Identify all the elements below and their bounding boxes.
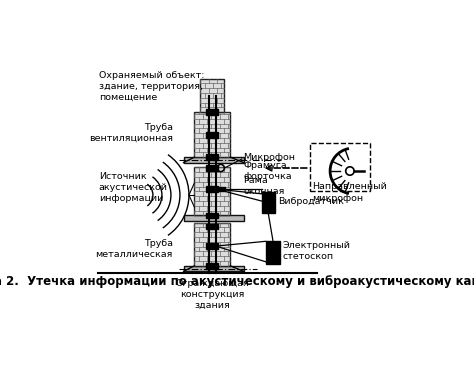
Text: Вибродатчик: Вибродатчик [278,196,344,206]
Text: Охраняемый объект:
здание, территория,
помещение: Охраняемый объект: здание, территория, п… [99,71,204,102]
Bar [206,132,219,138]
Text: Труба
вентиляционная: Труба вентиляционная [89,123,173,143]
Bar [201,79,224,112]
Bar [310,143,370,191]
Bar [194,223,230,266]
Text: Рама
оконная: Рама оконная [244,176,285,196]
Bar [206,165,219,171]
Bar [206,243,219,249]
Bar [206,154,219,160]
Bar [194,112,230,157]
Bar [183,157,244,163]
Text: Направленный
микрофон: Направленный микрофон [312,182,387,203]
Text: Электронный
стетоскоп: Электронный стетоскоп [282,241,350,261]
Text: Ограждающая
конструкция
здания: Ограждающая конструкция здания [175,279,249,310]
Text: Фрамуга,
форточка: Фрамуга, форточка [244,161,292,181]
Bar [266,241,280,264]
Bar [206,186,219,192]
Text: Труба
металлическая: Труба металлическая [95,239,173,259]
Bar [206,224,219,229]
Text: Источник
акустической
информации: Источник акустической информации [99,172,168,203]
Bar [183,216,244,221]
Bar [262,192,275,213]
Bar [217,187,225,191]
Bar [183,266,244,272]
Bar [206,263,219,268]
Text: Микрофон: Микрофон [244,153,296,162]
Text: Схема 2.  Утечка информации по акустическому и виброакустическому каналам: Схема 2. Утечка информации по акустическ… [0,275,474,288]
Bar [206,213,219,218]
Bar [194,167,230,216]
Bar [206,110,219,115]
